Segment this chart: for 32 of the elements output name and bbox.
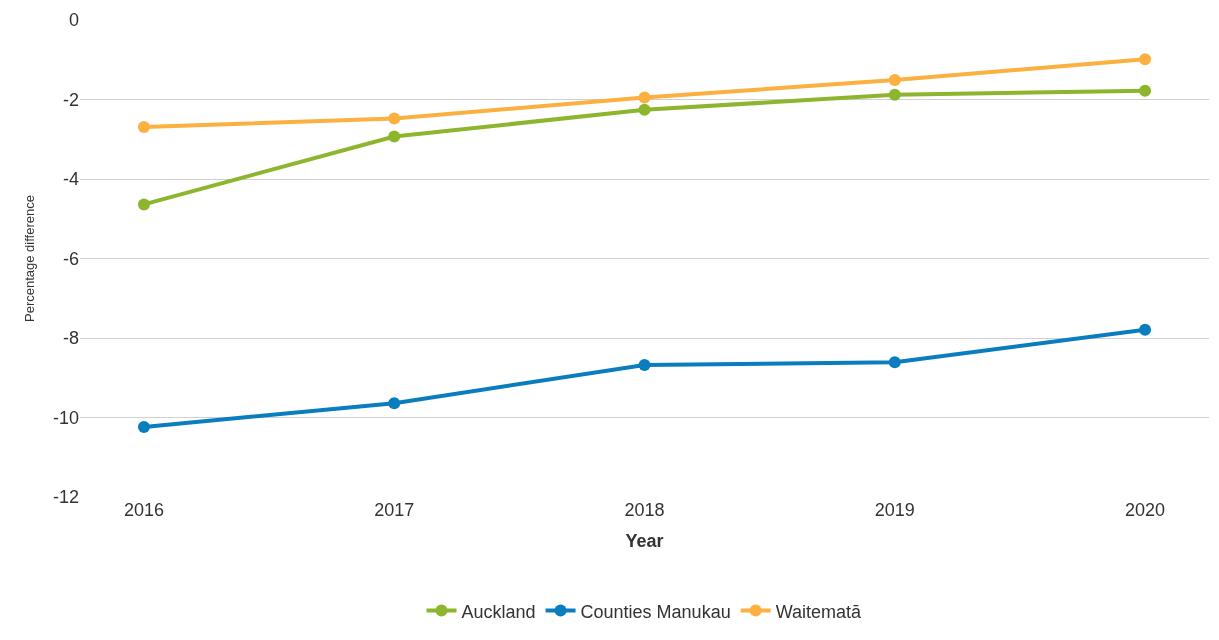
point: [137, 120, 150, 133]
point: [388, 397, 401, 410]
x-axis-title: Year: [625, 531, 664, 552]
x-tick-label: 2016: [123, 500, 164, 520]
x-tick-label: 2017: [374, 500, 415, 520]
point: [638, 359, 651, 372]
point: [638, 103, 651, 116]
x-tick-label: 2020: [1125, 500, 1166, 520]
x-tick-label: 2019: [874, 500, 915, 520]
point: [388, 130, 401, 143]
y-tick-label: -4: [62, 169, 79, 190]
point: [137, 198, 150, 211]
point: [137, 421, 150, 434]
y-tick-label: 0: [68, 10, 79, 31]
y-tick-label: -6: [62, 248, 79, 269]
point: [888, 356, 901, 369]
legend-label: Auckland: [461, 601, 536, 622]
legend-label: Waitematā: [775, 601, 862, 622]
x-tick-label: 2018: [624, 500, 665, 520]
point: [888, 88, 901, 101]
y-tick-label: -10: [52, 407, 79, 428]
point: [1139, 53, 1152, 66]
point: [1139, 323, 1152, 336]
y-axis-title: Percentage difference: [21, 195, 37, 322]
legend-label: Counties Manukau: [580, 601, 731, 622]
y-tick-label: -12: [52, 487, 79, 508]
y-tick-label: -2: [62, 89, 79, 110]
point: [1139, 84, 1152, 97]
y-tick-label: -8: [62, 328, 79, 349]
point: [388, 112, 401, 125]
point: [638, 91, 651, 104]
point: [888, 74, 901, 87]
